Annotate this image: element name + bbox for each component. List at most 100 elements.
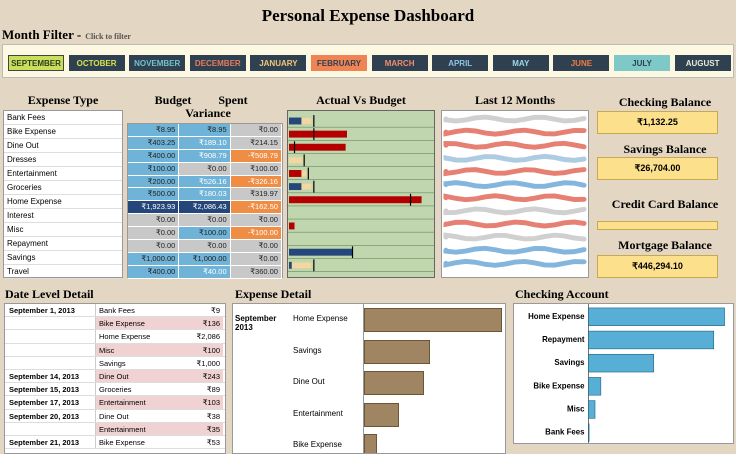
month-button-april[interactable]: APRIL [432, 55, 489, 71]
budget-cell-variance: -₹326.16 [230, 175, 282, 189]
expense-type-item[interactable]: Dine Out [4, 139, 122, 153]
avb-spent-bar[interactable] [288, 183, 302, 191]
expense-type-item[interactable]: Interest [4, 209, 122, 223]
avb-spent-bar[interactable] [288, 222, 295, 230]
expense-type-item[interactable]: Repayment [4, 237, 122, 251]
sparkline-band [443, 153, 587, 163]
month-button-october[interactable]: OCTOBER [68, 55, 125, 71]
date-level-row[interactable]: Misc ₹100 [5, 343, 225, 357]
budget-row: ₹403.25 ₹189.10 ₹214.15 [128, 136, 282, 150]
budget-cell-variance: -₹508.79 [230, 149, 282, 163]
month-button-november[interactable]: NOVEMBER [129, 55, 186, 71]
budget-cell-variance: ₹0.00 [230, 214, 282, 228]
avb-spent-bar[interactable] [288, 130, 347, 138]
month-button-january[interactable]: JANUARY [250, 55, 307, 71]
expense-type-item[interactable]: Bike Expense [4, 125, 122, 139]
month-button-july[interactable]: JULY [614, 55, 670, 71]
checking-bar[interactable] [588, 400, 596, 419]
month-filter-label: Month Filter - Click to filter [2, 27, 131, 43]
date-level-row[interactable]: Bike Expense ₹136 [5, 317, 225, 331]
budget-cell-spent: ₹8.95 [179, 124, 231, 137]
date-level-row[interactable]: Home Expense ₹2,086 [5, 330, 225, 344]
month-button-september[interactable]: SEPTEMBER [8, 55, 64, 71]
expense-type-item[interactable]: Bank Fees [4, 111, 122, 125]
date-level-category: Groceries [95, 383, 193, 396]
month-button-may[interactable]: MAY [492, 55, 549, 71]
avb-spent-bar[interactable] [288, 143, 346, 151]
budget-row: ₹0.00 ₹0.00 ₹0.00 [128, 240, 282, 253]
budget-row: ₹400.00 ₹40.00 ₹360.00 [128, 265, 282, 279]
budget-cell-variance: ₹214.15 [230, 136, 282, 150]
budget-cell-budget: ₹0.00 [128, 214, 180, 228]
checking-bar-label: Home Expense [528, 312, 585, 321]
expense-detail-bar[interactable] [364, 308, 502, 332]
month-button-june[interactable]: JUNE [553, 55, 610, 71]
month-button-february[interactable]: FEBRUARY [311, 55, 367, 71]
expense-detail-bar[interactable] [364, 402, 399, 427]
sparkline-band [443, 219, 587, 229]
expense-type-item[interactable]: Travel [4, 265, 122, 279]
sparkline-band [443, 245, 587, 255]
last-12-months-header: Last 12 Months [474, 93, 555, 107]
expense-type-item[interactable]: Entertainment [4, 167, 122, 181]
date-level-category: Home Expense [95, 330, 193, 343]
expense-detail-bar[interactable] [364, 339, 431, 364]
month-filter-hint: Click to filter [85, 32, 131, 41]
checking-bar[interactable] [588, 377, 602, 396]
budget-cell-variance: ₹0.00 [230, 240, 282, 253]
date-level-date [5, 357, 95, 369]
date-level-row[interactable]: September 21, 2013 Bike Expense ₹53 [5, 435, 225, 450]
expense-type-item[interactable]: Savings [4, 251, 122, 265]
budget-cell-spent: ₹100.00 [179, 227, 231, 241]
expense-type-item[interactable]: Home Expense [4, 195, 122, 209]
budget-row: ₹200.00 ₹526.16 -₹326.16 [128, 175, 282, 189]
expense-detail-label: Savings [293, 345, 322, 355]
month-button-march[interactable]: MARCH [371, 55, 428, 71]
budget-cell-spent: ₹526.16 [179, 175, 231, 189]
avb-spent-bar[interactable] [288, 170, 302, 177]
date-level-row[interactable]: September 14, 2013 Dine Out ₹243 [5, 369, 225, 384]
expense-type-item[interactable]: Dresses [4, 153, 122, 167]
date-level-date: September 14, 2013 [9, 371, 80, 381]
date-level-row[interactable]: September 1, 2013 Bank Fees ₹9 [5, 304, 225, 318]
avb-spent-bar[interactable] [288, 196, 422, 204]
balance-value: ₹1,132.25 [597, 111, 718, 134]
month-button-december[interactable]: DECEMBER [189, 55, 246, 71]
sparkline-band [443, 193, 587, 203]
budget-row: ₹400.00 ₹908.79 -₹508.79 [128, 149, 282, 163]
avb-spent-bar[interactable] [288, 261, 292, 269]
expense-detail-bar[interactable] [364, 371, 425, 395]
avb-spent-bar[interactable] [288, 248, 353, 256]
checking-bar[interactable] [588, 423, 590, 442]
date-level-row[interactable]: Entertainment ₹35 [5, 422, 225, 436]
budget-cell-budget: ₹100.00 [128, 162, 180, 176]
balance-value [597, 221, 718, 230]
expense-type-item[interactable]: Misc [4, 223, 122, 237]
avb-spent-bar[interactable] [288, 117, 302, 125]
actual-vs-budget-chart [287, 110, 435, 278]
budget-cell-variance: ₹360.00 [230, 265, 282, 279]
checking-bar[interactable] [588, 307, 725, 326]
date-level-date: September 1, 2013 [9, 306, 75, 315]
expense-type-item[interactable]: Groceries [4, 181, 122, 195]
expense-detail-bar[interactable] [364, 434, 377, 453]
month-button-august[interactable]: AUGUST [674, 55, 731, 71]
date-level-amount: ₹53 [206, 437, 220, 447]
budget-cell-spent: ₹1,000.00 [179, 252, 231, 266]
budget-cell-spent: ₹0.00 [179, 214, 231, 228]
date-level-row[interactable]: September 20, 2013 Dine Out ₹38 [5, 409, 225, 423]
budget-cell-budget: ₹8.95 [128, 124, 180, 137]
date-level-amount: ₹136 [193, 317, 223, 330]
checking-bar-label: Misc [567, 404, 585, 413]
checking-account-chart: Home Expense Repayment Savings Bike Expense… [513, 303, 734, 444]
date-level-row[interactable]: Savings ₹1,000 [5, 356, 225, 370]
date-level-row[interactable]: September 17, 2013 Entertainment ₹103 [5, 396, 225, 410]
budget-cell-spent: ₹2,086.43 [179, 201, 231, 215]
checking-bar-label: Savings [554, 358, 585, 367]
checking-bar[interactable] [588, 353, 655, 373]
avb-budget-band [288, 262, 312, 269]
checking-bar[interactable] [588, 330, 715, 350]
date-level-row[interactable]: September 15, 2013 Groceries ₹89 [5, 383, 225, 397]
last-12-months-chart [441, 110, 589, 278]
dashboard-title: Personal Expense Dashboard [261, 6, 475, 25]
